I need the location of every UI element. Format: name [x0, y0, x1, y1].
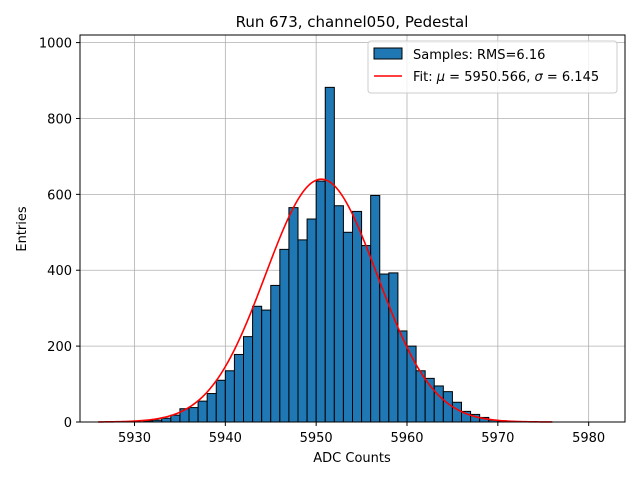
histogram-bar: [197, 400, 208, 423]
x-tick-label: 5960: [390, 431, 423, 446]
histogram-bar: [388, 272, 399, 423]
histogram-bar: [288, 207, 299, 423]
legend: Samples: RMS=6.16 Fit: μ = 5950.566, σ =…: [367, 40, 618, 94]
histogram-bar: [442, 391, 453, 423]
y-tick-label: 200: [47, 340, 72, 355]
legend-fit-mu-value: = 5950.566,: [445, 70, 534, 85]
fit-curve: [98, 178, 553, 423]
histogram-bar: [224, 370, 235, 423]
legend-histogram-label: Samples: RMS=6.16: [413, 48, 545, 63]
legend-fit-sigma-value: = 6.145: [543, 70, 599, 85]
histogram-bar: [261, 309, 272, 423]
legend-fit-label: Fit: μ = 5950.566, σ = 6.145: [413, 70, 599, 85]
histogram-bar: [270, 284, 281, 423]
x-tick-label: 5970: [481, 431, 514, 446]
histogram-bar: [243, 336, 254, 423]
histogram-bar: [297, 239, 308, 423]
x-tick-label: 5980: [572, 431, 605, 446]
plot-area: 5930 5940 5950 5960 5970 5980 0 200 400 600 800 10…: [39, 34, 626, 446]
histogram-bar: [315, 180, 326, 423]
y-tick-label: 800: [47, 112, 72, 127]
legend-histogram-swatch: [373, 47, 403, 60]
histogram-bars: [143, 86, 508, 423]
x-tick-label: 5930: [118, 431, 151, 446]
axes-frame: [79, 34, 626, 423]
histogram-bar: [215, 379, 226, 423]
histogram-bar: [188, 407, 199, 423]
legend-fit-mu-symbol: μ: [436, 70, 445, 85]
x-tick-label: 5940: [209, 431, 242, 446]
chart-title: Run 673, channel050, Pedestal: [236, 13, 469, 31]
histogram-bar: [342, 231, 353, 423]
x-axis-ticks: 5930 5940 5950 5960 5970 5980: [118, 422, 605, 446]
histogram-bar: [352, 210, 363, 423]
y-tick-label: 600: [47, 188, 72, 203]
y-axis-label: Entries: [15, 206, 30, 252]
x-axis-label: ADC Counts: [313, 451, 391, 466]
histogram-bar: [170, 414, 181, 423]
y-tick-label: 0: [64, 416, 72, 431]
legend-fit-sigma-symbol: σ: [535, 70, 544, 85]
y-tick-label: 1000: [39, 37, 72, 52]
legend-fit-prefix: Fit:: [413, 70, 437, 85]
histogram-bar: [206, 393, 217, 423]
histogram-bar: [161, 417, 172, 423]
histogram-bar: [306, 218, 317, 423]
histogram-bar: [361, 245, 372, 423]
histogram-bar: [252, 305, 263, 423]
x-tick-label: 5950: [300, 431, 333, 446]
histogram-bar: [333, 205, 344, 423]
histogram-bar: [379, 273, 390, 423]
histogram-bar: [370, 194, 381, 423]
legend-box: [367, 40, 618, 94]
histogram-bar: [415, 370, 426, 423]
histogram-bar: [451, 401, 462, 423]
histogram-bar: [233, 353, 245, 423]
y-axis-ticks: 0 200 400 600 800 1000: [39, 37, 80, 431]
histogram-bar: [324, 86, 335, 423]
y-tick-label: 400: [47, 264, 72, 279]
histogram-bar: [279, 248, 290, 423]
